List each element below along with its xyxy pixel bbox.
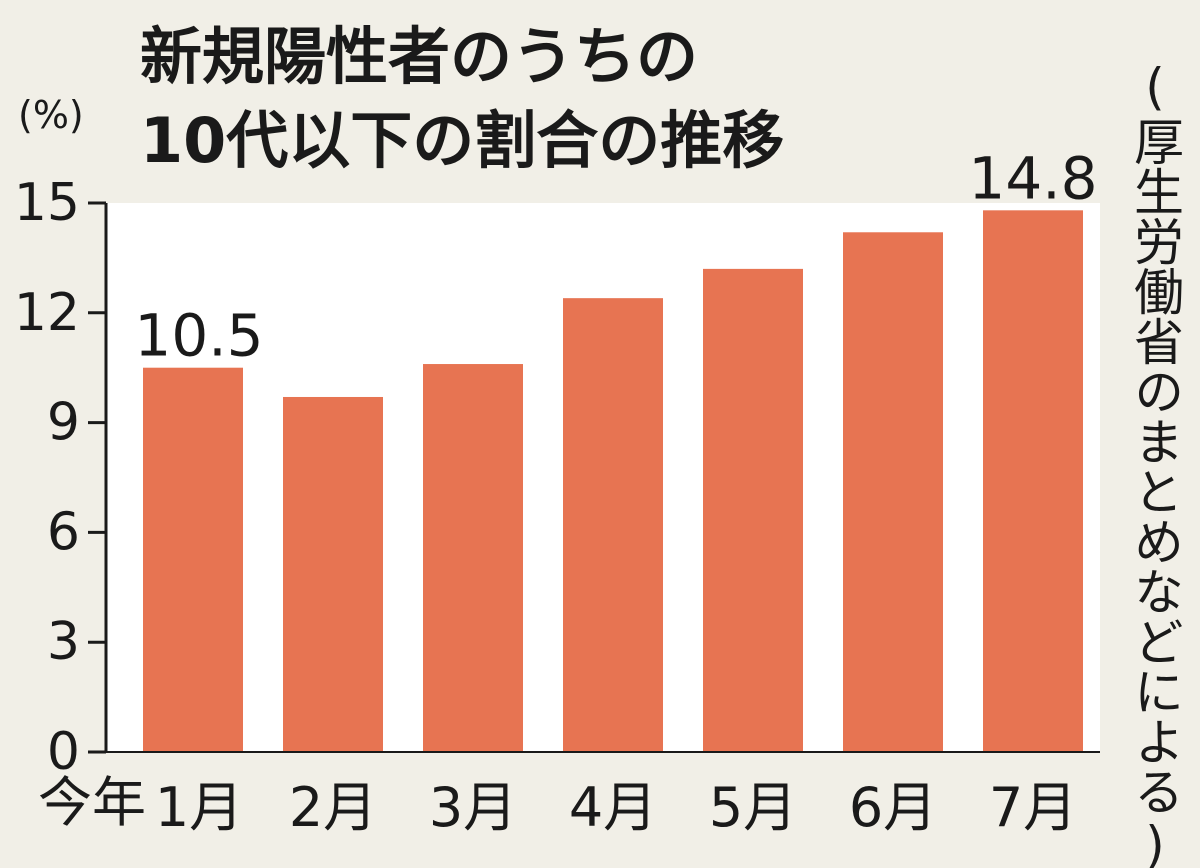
data-label-1: 10.5 [134,302,263,370]
x-tick-label-4: 4月 [569,776,657,839]
y-tick-label-15: 15 [14,173,80,233]
source-note: (厚生労働省のまとめなどによる) [1126,58,1184,868]
bar-7 [983,210,1083,752]
bar-5 [703,268,803,752]
bar-3 [423,364,523,752]
chart-title-line-2: 10代以下の割合の推移 [140,104,785,177]
x-tick-label-5: 5月 [709,776,797,839]
y-tick-label-0: 0 [47,722,80,782]
y-tick-label-12: 12 [14,283,80,343]
y-tick-label-6: 6 [47,502,80,562]
x-axis-year-prefix: 今年 [38,771,146,834]
bar-4 [563,298,663,752]
chart-title-line-1: 新規陽性者のうちの [140,20,699,93]
bar-2 [283,396,383,752]
x-tick-label-6: 6月 [849,776,937,839]
bar-6 [843,232,943,752]
y-tick-label-9: 9 [47,393,80,453]
bar-1 [143,367,243,752]
data-label-7: 14.8 [968,144,1097,212]
x-tick-label-1: 1月 [155,776,243,839]
x-tick-label-3: 3月 [429,776,517,839]
y-tick-label-3: 3 [47,612,80,672]
x-tick-label-2: 2月 [289,776,377,839]
y-axis-unit-label: (%) [18,93,84,137]
x-tick-label-7: 7月 [989,776,1077,839]
